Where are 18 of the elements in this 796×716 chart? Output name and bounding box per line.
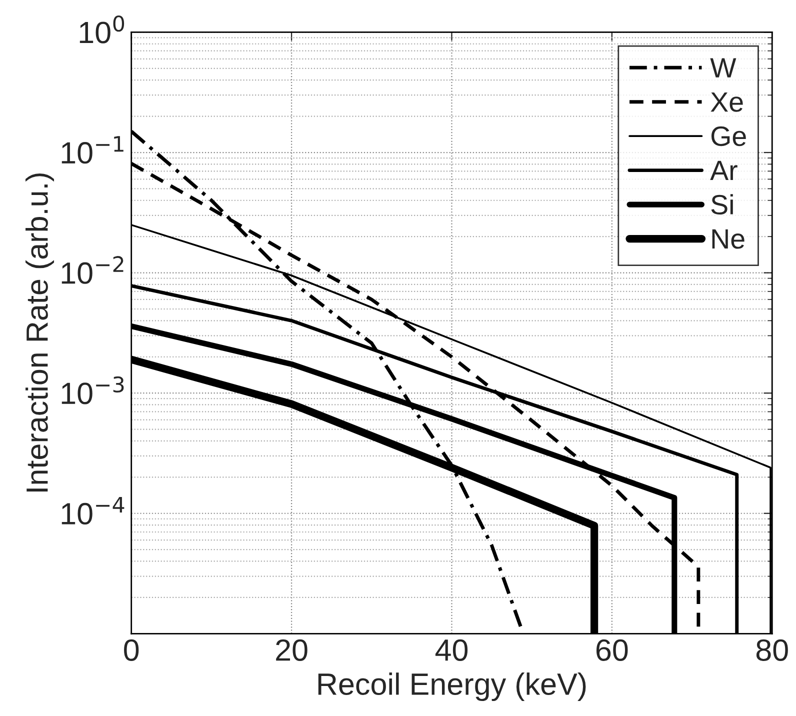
x-tick-label: 80 bbox=[756, 639, 788, 661]
y-axis-title: Interaction Rate (arb.u.) bbox=[26, 173, 54, 492]
legend-label: Ne bbox=[712, 229, 744, 249]
y-tick-label: 10$^{−3}$ bbox=[62, 376, 124, 404]
y-tick-label: 10$^{−4}$ bbox=[62, 496, 124, 525]
x-tick-label: 20 bbox=[276, 639, 308, 661]
y-tick-label: 10$^{−1}$ bbox=[62, 136, 124, 164]
y-tick-label: 10$^{0}$ bbox=[80, 15, 124, 44]
legend-label: Ar bbox=[710, 160, 738, 180]
legend-label: Xe bbox=[710, 92, 743, 112]
x-tick-label: 0 bbox=[124, 639, 139, 661]
x-axis-title: Recoil Energy (keV) bbox=[318, 672, 586, 702]
x-tick-label: 40 bbox=[435, 639, 468, 661]
legend-label: Ge bbox=[711, 126, 746, 146]
y-tick-label: 10$^{−2}$ bbox=[62, 256, 124, 284]
legend-label: W bbox=[710, 58, 736, 78]
x-tick-label: 60 bbox=[596, 639, 628, 661]
legend-label: Si bbox=[711, 194, 733, 215]
